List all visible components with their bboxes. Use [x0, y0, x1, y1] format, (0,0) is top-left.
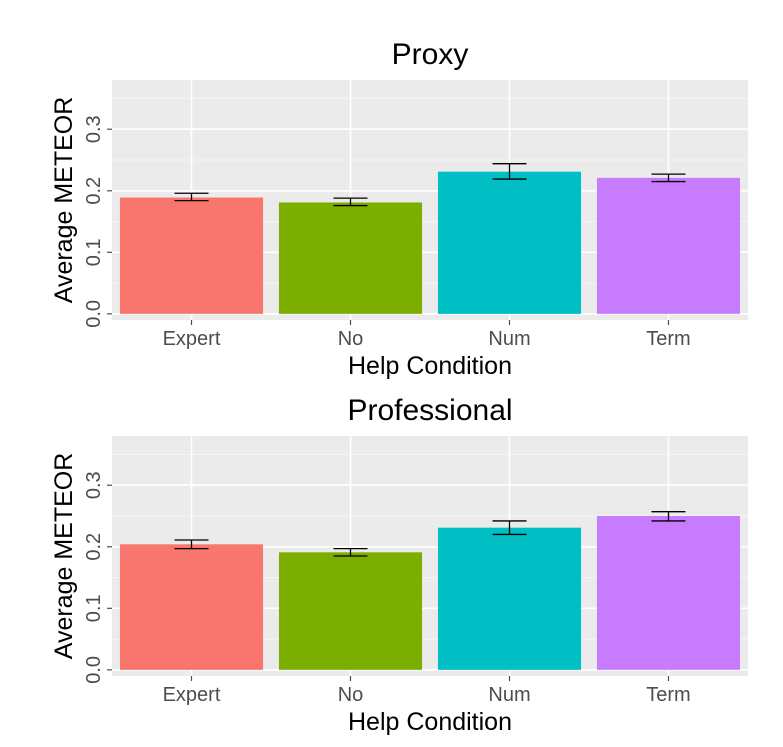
y-axis-label: Average METEOR — [50, 453, 78, 660]
chart-panel: 0.0 0.1 0.2 0.3 Expert No Num Term Proxy Help Con… — [50, 38, 748, 380]
x-tick-label: No — [338, 328, 364, 350]
errorbar-no — [333, 547, 368, 557]
bar-num — [437, 171, 582, 314]
chart-panel: 0.0 0.1 0.2 0.3 Expert No Num Term Professional H… — [50, 394, 748, 736]
x-tick-label: Expert — [163, 328, 221, 350]
bar-no — [278, 202, 423, 314]
y-tick-label: 0.1 — [83, 594, 105, 622]
x-tick-label: Expert — [163, 684, 221, 706]
y-tick-label: 0.2 — [83, 533, 105, 561]
chart-title: Proxy — [392, 38, 469, 71]
y-tick-label: 0.0 — [83, 656, 105, 684]
y-tick-label: 0.2 — [83, 177, 105, 205]
errorbar-expert — [174, 539, 209, 550]
y-tick-label: 0.1 — [83, 238, 105, 266]
errorbar-num — [492, 163, 527, 180]
errorbar-no — [333, 197, 368, 207]
y-tick-label: 0.3 — [83, 115, 105, 143]
x-axis-label: Help Condition — [348, 708, 512, 736]
bar-term — [596, 177, 741, 314]
bar-expert — [119, 197, 264, 314]
y-axis-label: Average METEOR — [50, 97, 78, 304]
y-tick-label: 0.0 — [83, 300, 105, 328]
errorbar-term — [651, 511, 686, 522]
bar-no — [278, 552, 423, 670]
errorbar-expert — [174, 192, 209, 202]
bar-num — [437, 527, 582, 670]
errorbar-num — [492, 520, 527, 536]
y-tick-label: 0.3 — [83, 471, 105, 499]
x-tick-label: Num — [488, 684, 530, 706]
x-tick-label: Num — [488, 328, 530, 350]
chart-title: Professional — [347, 394, 512, 427]
x-axis-label: Help Condition — [348, 352, 512, 380]
errorbar-term — [651, 173, 686, 183]
x-tick-label: Term — [646, 684, 690, 706]
bar-expert — [119, 544, 264, 670]
x-tick-label: Term — [646, 328, 690, 350]
x-tick-label: No — [338, 684, 364, 706]
bar-term — [596, 516, 741, 670]
